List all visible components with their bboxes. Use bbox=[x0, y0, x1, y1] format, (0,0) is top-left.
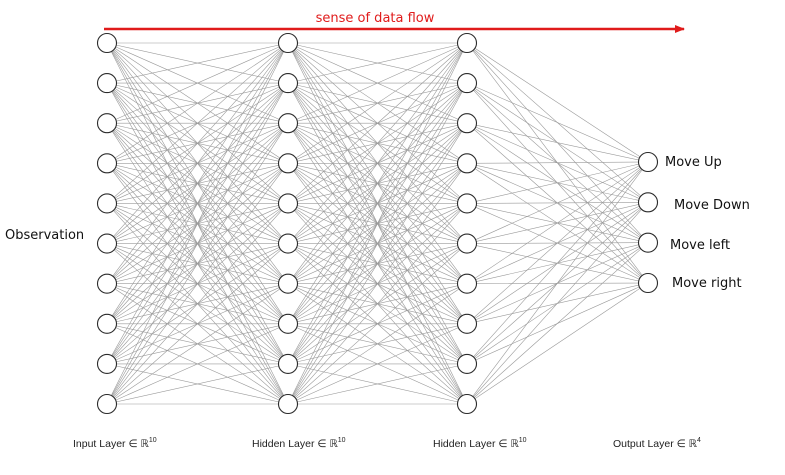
connection-l1-10-to-3 bbox=[106, 123, 289, 405]
connection-l3-8-to-1 bbox=[466, 161, 649, 325]
output-label-move-down: Move Down bbox=[674, 198, 750, 213]
connection-l3-9-to-1 bbox=[466, 161, 649, 365]
neuron-hidden-1-9 bbox=[277, 353, 299, 374]
connection-l1-9-to-1 bbox=[106, 42, 289, 365]
connection-l1-10-to-1 bbox=[106, 42, 289, 405]
connection-l2-3-to-1 bbox=[287, 42, 468, 124]
layer-label-output: Output Layer ∈ ℝ4 bbox=[613, 437, 701, 450]
connection-l2-10-to-5 bbox=[287, 203, 468, 405]
connection-l1-10-to-7 bbox=[106, 283, 289, 405]
neuron-output-3 bbox=[637, 232, 659, 253]
connection-l2-10-to-6 bbox=[287, 243, 468, 405]
connection-l2-8-to-1 bbox=[287, 42, 468, 324]
connection-l1-8-to-1 bbox=[106, 42, 289, 324]
neuron-hidden-1-5 bbox=[277, 193, 299, 214]
connection-l1-3-to-1 bbox=[106, 42, 289, 124]
connection-l2-7-to-1 bbox=[287, 42, 468, 284]
connection-l3-10-to-4 bbox=[466, 282, 649, 405]
neuron-hidden-2-10 bbox=[456, 393, 478, 415]
neuron-hidden-1-10 bbox=[277, 393, 299, 415]
layer-label-hidden-2: Hidden Layer ∈ ℝ10 bbox=[433, 437, 527, 450]
connection-l1-10-to-2 bbox=[106, 82, 289, 405]
output-label-move-up: Move Up bbox=[665, 155, 722, 170]
neuron-hidden-1-6 bbox=[277, 233, 299, 254]
neuron-hidden-2-5 bbox=[456, 193, 478, 214]
connection-l3-3-to-1 bbox=[466, 122, 649, 163]
connection-l3-6-to-1 bbox=[466, 161, 649, 244]
connection-l1-10-to-9 bbox=[106, 363, 289, 405]
neuron-hidden-1-1 bbox=[277, 32, 299, 54]
neuron-input-3 bbox=[96, 113, 118, 134]
connection-l1-7-to-1 bbox=[106, 42, 289, 284]
connection-l2-10-to-4 bbox=[287, 163, 468, 405]
neuron-output-4 bbox=[637, 272, 659, 294]
neuron-hidden-2-7 bbox=[456, 273, 478, 294]
connection-l1-4-to-1 bbox=[106, 42, 289, 164]
neuron-input-2 bbox=[96, 73, 118, 94]
connection-l3-1-to-1 bbox=[466, 42, 649, 163]
connection-l3-10-to-3 bbox=[466, 242, 649, 405]
connection-l3-7-to-1 bbox=[466, 161, 649, 284]
neuron-input-8 bbox=[96, 313, 118, 334]
neuron-input-10 bbox=[96, 393, 118, 415]
neuron-hidden-1-3 bbox=[277, 113, 299, 134]
neuron-hidden-2-9 bbox=[456, 353, 478, 374]
neuron-hidden-2-3 bbox=[456, 113, 478, 134]
neuron-hidden-1-8 bbox=[277, 313, 299, 334]
connection-l3-4-to-1 bbox=[466, 161, 649, 164]
layer-label-input: Input Layer ∈ ℝ10 bbox=[73, 437, 157, 450]
connections bbox=[106, 42, 649, 405]
neuron-output-2 bbox=[637, 192, 659, 213]
neuron-input-9 bbox=[96, 353, 118, 374]
connection-l2-10-to-1 bbox=[287, 42, 468, 405]
neurons bbox=[96, 32, 659, 415]
output-label-move-right: Move right bbox=[672, 276, 742, 291]
connection-l3-5-to-1 bbox=[466, 161, 649, 204]
layer-label-hidden-1: Hidden Layer ∈ ℝ10 bbox=[252, 437, 346, 450]
connection-l1-5-to-1 bbox=[106, 42, 289, 204]
connection-l1-10-to-6 bbox=[106, 243, 289, 405]
neuron-hidden-2-2 bbox=[456, 73, 478, 94]
connection-l2-5-to-1 bbox=[287, 42, 468, 204]
observation-label: Observation bbox=[5, 228, 84, 243]
neuron-input-7 bbox=[96, 273, 118, 294]
neuron-input-6 bbox=[96, 233, 118, 254]
neuron-hidden-2-8 bbox=[456, 313, 478, 334]
neuron-output-1 bbox=[637, 151, 659, 173]
connection-l2-4-to-1 bbox=[287, 42, 468, 164]
connection-l2-10-to-8 bbox=[287, 323, 468, 405]
connection-l3-10-to-2 bbox=[466, 202, 649, 405]
neuron-input-1 bbox=[96, 32, 118, 54]
neuron-hidden-1-4 bbox=[277, 153, 299, 174]
neuron-input-4 bbox=[96, 153, 118, 174]
connection-l1-10-to-5 bbox=[106, 203, 289, 405]
connection-l2-10-to-7 bbox=[287, 283, 468, 405]
connection-l1-2-to-1 bbox=[106, 42, 289, 84]
output-label-move-left: Move left bbox=[670, 238, 730, 253]
connection-l3-2-to-1 bbox=[466, 82, 649, 163]
connection-l1-10-to-8 bbox=[106, 323, 289, 405]
connection-l2-2-to-1 bbox=[287, 42, 468, 84]
connection-l2-9-to-1 bbox=[287, 42, 468, 365]
neuron-hidden-2-6 bbox=[456, 233, 478, 254]
connection-l2-10-to-3 bbox=[287, 123, 468, 405]
neuron-hidden-1-2 bbox=[277, 73, 299, 94]
connection-l1-6-to-1 bbox=[106, 42, 289, 244]
neuron-hidden-2-1 bbox=[456, 32, 478, 54]
neuron-hidden-1-7 bbox=[277, 273, 299, 294]
connection-l3-10-to-1 bbox=[466, 161, 649, 405]
connection-l2-10-to-2 bbox=[287, 82, 468, 405]
connection-l2-10-to-9 bbox=[287, 363, 468, 405]
neuron-input-5 bbox=[96, 193, 118, 214]
data-flow-label: sense of data flow bbox=[316, 11, 435, 26]
neuron-hidden-2-4 bbox=[456, 153, 478, 174]
connection-l2-6-to-1 bbox=[287, 42, 468, 244]
connection-l1-10-to-4 bbox=[106, 163, 289, 405]
